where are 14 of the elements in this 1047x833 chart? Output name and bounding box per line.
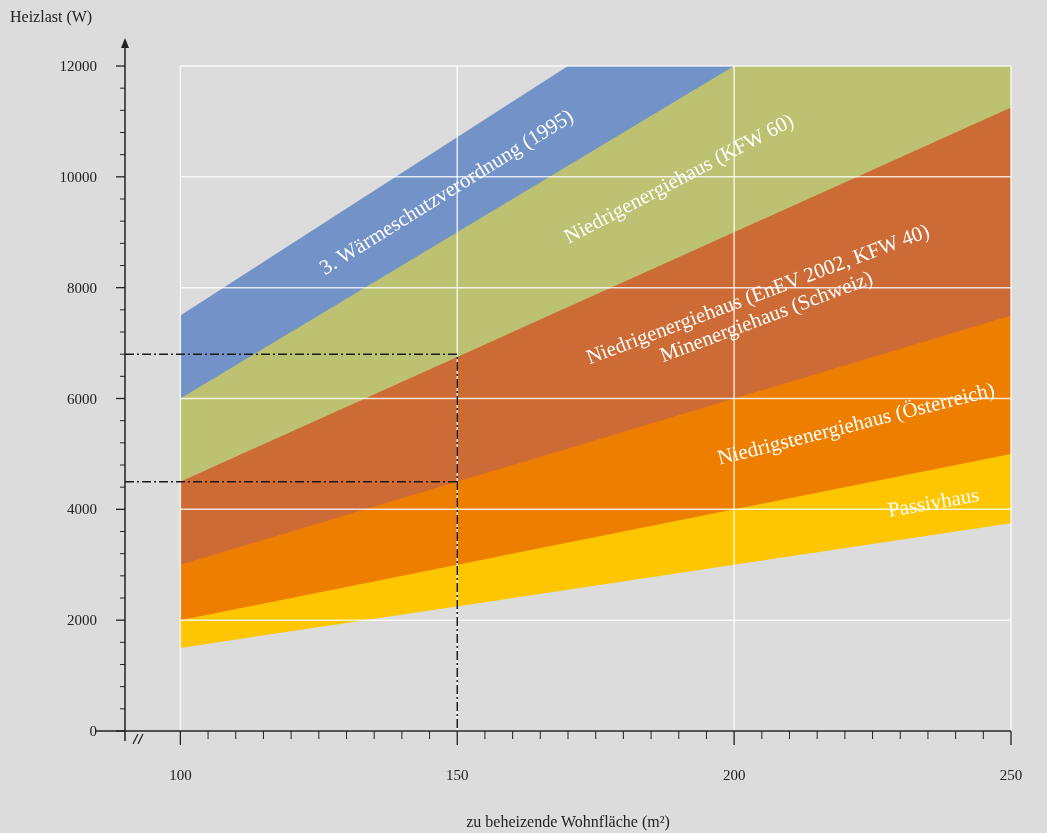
series-label: Passivhaus <box>886 482 981 522</box>
y-tick-label: 8000 <box>67 279 97 296</box>
x-tick-label: 200 <box>722 767 746 783</box>
x-tick-label: 100 <box>169 767 192 783</box>
x-tick-label: 250 <box>999 767 1023 783</box>
x-tick-label: 150 <box>446 767 469 783</box>
x-axis-title: zu beheizende Wohnfläche (m²) <box>466 813 670 831</box>
y-axis-title: Heizlast (W) <box>10 8 93 26</box>
y-tick-label: 0 <box>89 723 97 739</box>
y-tick-label: 6000 <box>67 390 97 407</box>
y-tick-label: 10000 <box>59 168 97 185</box>
y-tick-label: 2000 <box>67 612 97 629</box>
y-tick-label: 12000 <box>59 58 97 74</box>
y-tick-label: 4000 <box>67 501 97 518</box>
